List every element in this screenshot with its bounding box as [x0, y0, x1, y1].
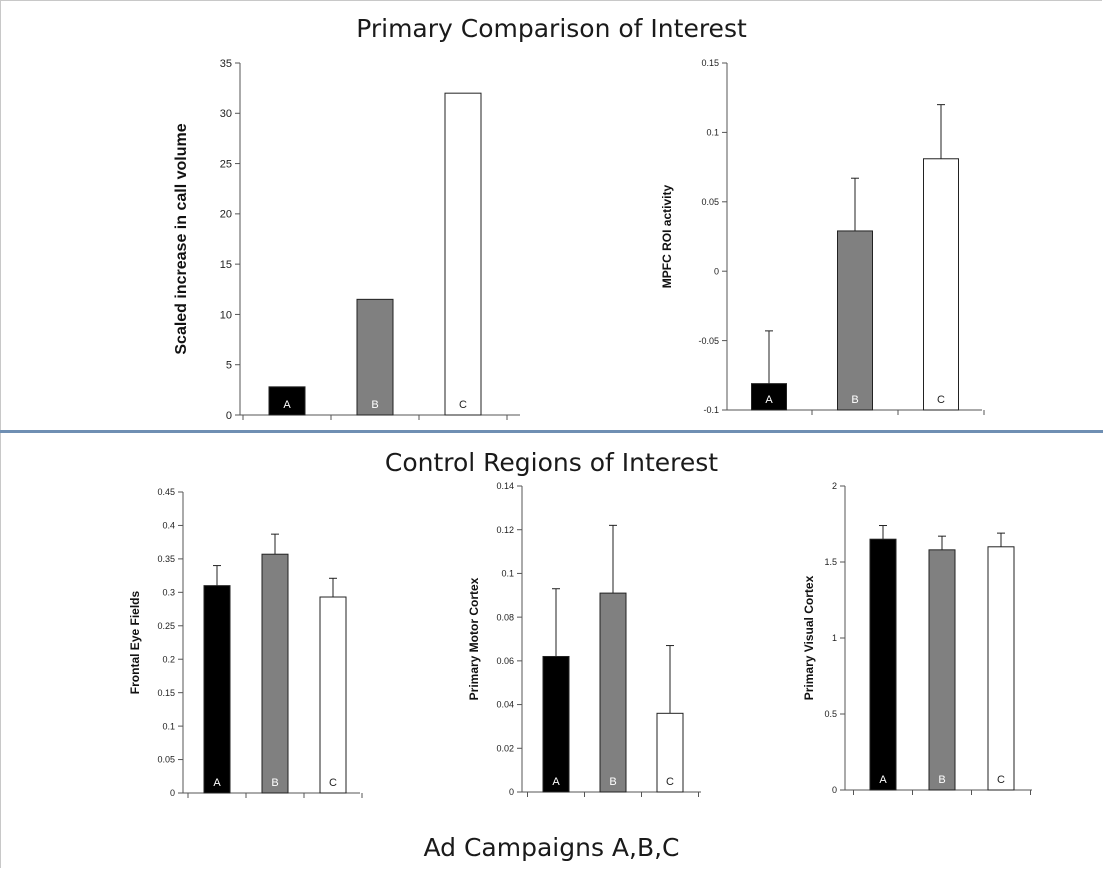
bar-A: [869, 538, 897, 791]
y-axis-label: Primary Motor Cortex: [467, 577, 481, 700]
bar-C: [444, 92, 482, 416]
bar-A: [751, 383, 787, 411]
bar-B: [261, 553, 289, 794]
y-tick-label: 20: [220, 209, 232, 221]
y-tick-label: 10: [220, 309, 232, 321]
y-tick-label: 0.45: [157, 487, 175, 497]
category-label-A: A: [213, 777, 221, 789]
bar-B: [356, 298, 394, 416]
y-tick-label: 0.15: [157, 688, 175, 698]
y-tick-label: 0.14: [496, 481, 514, 491]
y-tick-label: 0.4: [162, 521, 175, 531]
category-label-B: B: [851, 394, 858, 406]
y-tick-label: -0.05: [698, 336, 719, 346]
bar-B: [599, 592, 627, 793]
y-tick-label: 0.1: [706, 128, 719, 138]
y-tick-label: 0.05: [701, 197, 719, 207]
y-tick-label: 0: [714, 266, 719, 276]
y-tick-label: 0.06: [496, 656, 514, 666]
y-tick-label: 0.08: [496, 612, 514, 622]
y-tick-label: 1.5: [824, 557, 837, 567]
category-label-B: B: [371, 399, 378, 411]
category-label-A: A: [765, 394, 773, 406]
category-label-B: B: [271, 777, 278, 789]
y-axis-label: Primary Visual Cortex: [802, 575, 816, 700]
y-tick-label: 0.5: [824, 709, 837, 719]
category-label-A: A: [283, 399, 291, 411]
category-label-A: A: [879, 774, 887, 786]
category-label-C: C: [459, 399, 467, 411]
y-tick-label: 0.1: [162, 721, 175, 731]
y-tick-label: 0.25: [157, 621, 175, 631]
y-tick-label: 0.02: [496, 743, 514, 753]
y-tick-label: 0.3: [162, 587, 175, 597]
y-tick-label: 2: [832, 481, 837, 491]
category-label-C: C: [329, 777, 337, 789]
category-label-C: C: [666, 776, 674, 788]
y-tick-label: 0.05: [157, 755, 175, 765]
y-tick-label: 0.12: [496, 525, 514, 535]
y-tick-label: 0: [170, 788, 175, 798]
y-tick-label: 0.1: [501, 569, 514, 579]
y-axis-label: Scaled increase in call volume: [173, 123, 190, 354]
bar-B: [837, 230, 873, 411]
category-label-B: B: [609, 776, 616, 788]
category-label-B: B: [938, 774, 945, 786]
y-tick-label: 0.15: [701, 58, 719, 68]
bar-A: [542, 655, 570, 793]
ad-campaigns-heading: Ad Campaigns A,B,C: [423, 833, 680, 862]
bar-C: [923, 158, 959, 411]
bar-A: [268, 386, 306, 416]
y-tick-label: 1: [832, 633, 837, 643]
y-axis-label: MPFC ROI activity: [660, 185, 674, 289]
bar-B: [928, 549, 956, 791]
bar-C: [987, 546, 1015, 791]
section-divider: [0, 430, 1103, 433]
y-tick-label: 25: [220, 158, 232, 170]
y-tick-label: 30: [220, 108, 232, 120]
y-tick-label: 0.2: [162, 654, 175, 664]
category-label-C: C: [937, 394, 945, 406]
y-tick-label: 15: [220, 259, 232, 271]
control-regions-heading: Control Regions of Interest: [384, 448, 719, 477]
category-label-A: A: [552, 776, 560, 788]
y-tick-label: 0.04: [496, 700, 514, 710]
y-tick-label: 35: [220, 58, 232, 70]
y-tick-label: 0.35: [157, 554, 175, 564]
bar-A: [203, 585, 231, 794]
primary-comparison-heading: Primary Comparison of Interest: [356, 14, 747, 43]
y-tick-label: 0: [226, 410, 232, 422]
y-tick-label: -0.1: [703, 405, 719, 415]
category-label-C: C: [997, 774, 1005, 786]
y-axis-label: Frontal Eye Fields: [128, 590, 142, 694]
y-tick-label: 5: [226, 360, 232, 372]
y-tick-label: 0: [832, 785, 837, 795]
y-tick-label: 0: [509, 787, 514, 797]
